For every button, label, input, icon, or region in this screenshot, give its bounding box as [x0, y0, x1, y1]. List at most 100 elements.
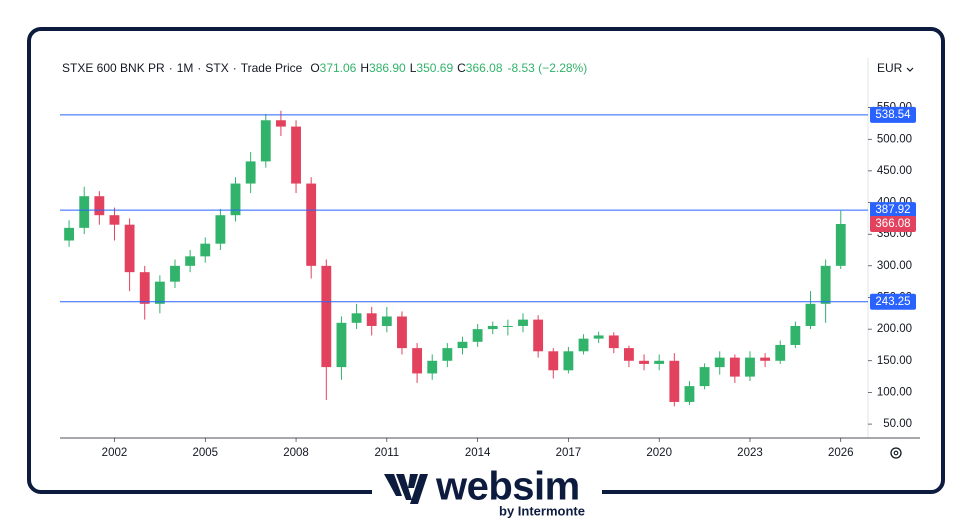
candle-body — [457, 341, 468, 349]
interval: 1M — [177, 61, 194, 75]
exchange: STX — [205, 61, 228, 75]
currency-chevron[interactable] — [906, 67, 914, 72]
candle-body — [608, 335, 619, 349]
brand-sub: by Intermonte — [499, 503, 585, 518]
candle-body — [714, 357, 725, 368]
candle-body — [442, 348, 453, 361]
candle-body — [502, 325, 513, 327]
candle-body — [624, 348, 634, 361]
candle-body — [79, 196, 90, 228]
logo: websim by Intermonte — [372, 465, 602, 521]
y-tick-label: 500.00 — [877, 133, 912, 145]
candle-body — [593, 335, 604, 339]
candle-body — [518, 319, 528, 326]
symbol: STXE 600 BNK PR — [62, 61, 165, 75]
x-tick-label: 2011 — [374, 447, 399, 459]
level-box — [870, 202, 916, 219]
x-tick-label: 2008 — [283, 447, 309, 459]
candle-body — [654, 360, 665, 364]
candle-body — [321, 265, 332, 368]
x-tick-label: 2014 — [465, 447, 491, 459]
level-box — [870, 293, 916, 310]
candle-body — [185, 256, 196, 266]
level-label: 243.25 — [875, 296, 910, 308]
candle-body — [745, 357, 755, 377]
ohlc-key: L — [410, 61, 417, 75]
plot: 50.00100.00150.00200.00250.00300.00350.0… — [60, 102, 916, 459]
candle-body — [109, 215, 120, 225]
brand: websim — [435, 465, 580, 509]
y-tick-label: 300.00 — [877, 260, 912, 272]
last-price-label: 366.08 — [875, 218, 910, 230]
candle-body — [548, 351, 559, 371]
candle-body — [412, 348, 423, 374]
candle-body — [154, 281, 165, 304]
ohlc-key: C — [457, 61, 466, 75]
x-tick-label: 2023 — [737, 447, 763, 459]
candle-body — [170, 265, 180, 282]
level-label: 538.54 — [875, 109, 911, 121]
y-tick-label: 200.00 — [877, 323, 912, 335]
candle-body — [260, 120, 271, 162]
candle-body — [729, 357, 740, 377]
price-type: Trade Price — [241, 61, 303, 75]
candle-body — [397, 316, 407, 349]
candle-body — [578, 338, 589, 352]
candle-body — [639, 360, 649, 364]
currency: EUR — [877, 61, 903, 75]
candle-body — [200, 243, 211, 257]
candle-body — [563, 351, 574, 371]
candle-body — [230, 183, 241, 216]
candle-body — [533, 319, 544, 352]
candle-body — [245, 161, 256, 184]
separator: · — [169, 61, 173, 75]
candle-body — [699, 367, 710, 387]
level-box — [870, 106, 916, 123]
y-tick-label: 450.00 — [877, 165, 912, 177]
candle-body — [669, 360, 680, 402]
candle-body — [487, 325, 498, 330]
settings-icon[interactable] — [890, 447, 902, 459]
candle-body — [775, 344, 786, 361]
candle-body — [336, 322, 347, 368]
candle-body — [215, 215, 226, 244]
logo-stroke — [410, 474, 428, 504]
legend-header: STXE 600 BNK PR · 1M · STX · Trade Price O371.0… — [62, 61, 587, 75]
candle-body — [64, 227, 74, 241]
logo-stroke — [384, 474, 402, 496]
candle-body — [684, 386, 695, 402]
ohlc-key: O — [310, 61, 319, 75]
candle-body — [124, 224, 135, 273]
level-label: 387.92 — [875, 204, 910, 216]
candle-body — [94, 196, 105, 216]
frame — [27, 27, 945, 494]
x-tick-label: 2005 — [192, 447, 218, 459]
ohlc-value: 386.90 — [369, 61, 406, 75]
candle-body — [275, 120, 286, 127]
separator: · — [197, 61, 201, 75]
y-tick-label: 150.00 — [877, 355, 912, 367]
change: -8.53 (−2.28%) — [508, 61, 588, 75]
candle-body — [139, 272, 150, 304]
y-tick-label: 50.00 — [883, 418, 912, 430]
candle-body — [835, 224, 846, 266]
candle-body — [351, 313, 362, 323]
gear[interactable] — [890, 447, 902, 459]
last-price-box — [870, 216, 916, 233]
ohlc-value: 366.08 — [466, 61, 503, 75]
candle-body — [790, 325, 801, 345]
candle-body — [381, 316, 392, 326]
separator: · — [233, 61, 237, 75]
ohlc-key: H — [360, 61, 369, 75]
candle-body — [306, 183, 317, 266]
candle-body — [760, 357, 771, 361]
logo-stroke — [396, 474, 412, 500]
x-tick-label: 2026 — [828, 447, 854, 459]
candle-body — [366, 313, 377, 326]
ohlc-value: 350.69 — [416, 61, 453, 75]
ohlc-value: 371.06 — [320, 61, 357, 75]
gear-center — [893, 450, 899, 456]
candle-body — [472, 329, 483, 342]
